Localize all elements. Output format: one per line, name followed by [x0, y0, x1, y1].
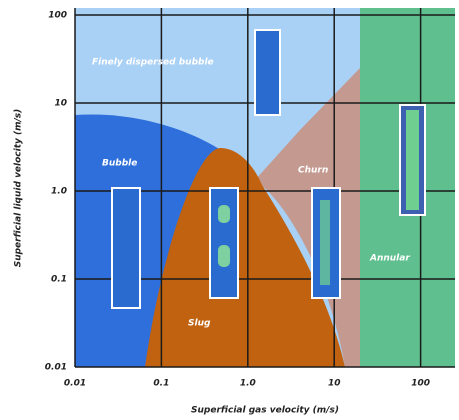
x-tick-label: 0.01: [64, 379, 86, 389]
x-tick-label: 100: [411, 379, 430, 389]
tube-slug: [218, 205, 230, 223]
region-label: Churn: [298, 166, 328, 176]
tube-icon: [210, 188, 238, 298]
y-tick-label: 0.01: [45, 363, 67, 373]
region-label: Slug: [188, 319, 211, 329]
region-label: Bubble: [102, 159, 137, 169]
tube-annular: [406, 110, 419, 210]
tube-icon: [255, 30, 280, 115]
y-tick-label: 100: [48, 10, 67, 20]
tube-slug: [218, 245, 230, 267]
tube-churn: [320, 200, 330, 285]
x-axis-title: Superficial gas velocity (m/s): [191, 406, 339, 416]
y-tick-label: 0.1: [51, 274, 67, 284]
y-axis-title: Superficial liquid velocity (m/s): [14, 109, 24, 268]
x-tick-label: 1.0: [240, 379, 256, 389]
x-tick-label: 10: [328, 379, 341, 389]
tube-icon: [112, 188, 140, 308]
y-tick-label: 10: [54, 98, 67, 108]
y-tick-label: 1.0: [51, 186, 67, 196]
x-tick-label: 0.1: [153, 379, 169, 389]
chart: Finely dispersed bubble Bubble Slug Chur…: [0, 0, 459, 420]
region-label: Finely dispersed bubble: [92, 58, 214, 68]
region-label: Annular: [369, 254, 410, 264]
